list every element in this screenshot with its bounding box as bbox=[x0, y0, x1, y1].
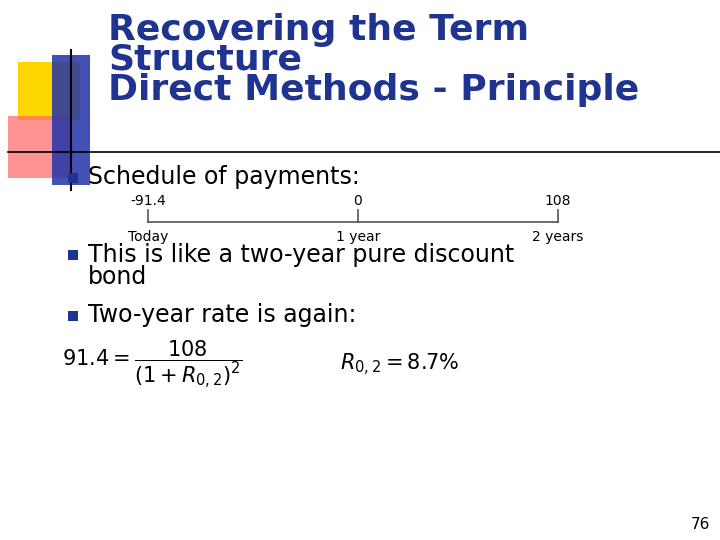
Text: -91.4: -91.4 bbox=[130, 194, 166, 208]
Text: Two-year rate is again:: Two-year rate is again: bbox=[88, 303, 356, 327]
Text: 76: 76 bbox=[690, 517, 710, 532]
Bar bbox=[18, 62, 80, 120]
Text: bond: bond bbox=[88, 265, 148, 289]
Bar bbox=[52, 55, 90, 185]
Text: 0: 0 bbox=[354, 194, 362, 208]
Text: Structure: Structure bbox=[108, 43, 302, 77]
Text: Schedule of payments:: Schedule of payments: bbox=[88, 165, 360, 189]
Text: This is like a two-year pure discount: This is like a two-year pure discount bbox=[88, 243, 514, 267]
Text: $91.4 = \dfrac{108}{(1+R_{0,2})^2}$: $91.4 = \dfrac{108}{(1+R_{0,2})^2}$ bbox=[62, 339, 243, 391]
Bar bbox=[68, 250, 78, 260]
Bar bbox=[8, 116, 70, 178]
Bar bbox=[68, 311, 78, 321]
Text: Today: Today bbox=[128, 230, 168, 244]
Text: 1 year: 1 year bbox=[336, 230, 380, 244]
Text: Direct Methods - Principle: Direct Methods - Principle bbox=[108, 73, 639, 107]
Bar bbox=[68, 173, 78, 183]
Text: $R_{0,2} = 8.7\%$: $R_{0,2} = 8.7\%$ bbox=[340, 352, 459, 378]
Text: 2 years: 2 years bbox=[532, 230, 584, 244]
Text: Recovering the Term: Recovering the Term bbox=[108, 13, 529, 47]
Text: 108: 108 bbox=[545, 194, 571, 208]
